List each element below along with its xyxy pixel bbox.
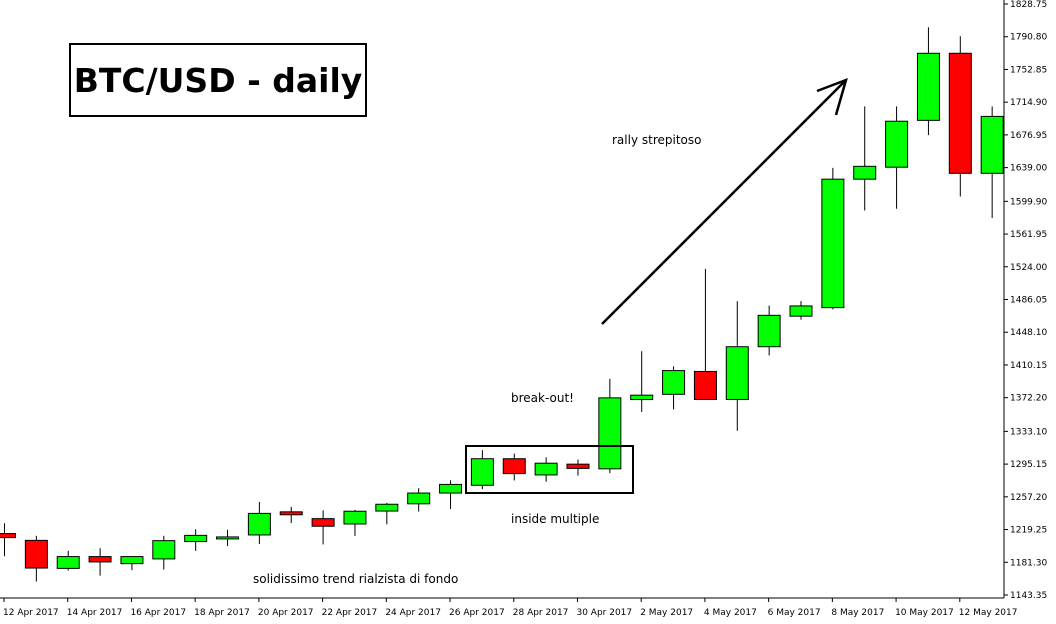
candle-body: [821, 178, 845, 309]
candle-body: [56, 556, 80, 569]
x-tick-label: 2 May 2017: [640, 608, 693, 618]
candle-body: [566, 463, 590, 469]
x-tick-label: 10 May 2017: [895, 608, 954, 618]
candle-body: [407, 492, 431, 505]
candle-body: [0, 533, 16, 539]
x-tick-label: 20 Apr 2017: [258, 608, 314, 618]
candle-body: [247, 512, 271, 536]
y-tick-label: 1599.90: [1010, 197, 1047, 207]
candle-body: [502, 458, 526, 475]
y-tick-label: 1752.85: [1010, 65, 1047, 75]
y-tick-label: 1257.20: [1010, 493, 1047, 503]
inside-multiple-box: [465, 445, 634, 494]
candle-body: [343, 510, 367, 525]
candle-body: [980, 115, 1004, 174]
x-tick-label: 12 May 2017: [959, 608, 1018, 618]
y-tick-label: 1143.35: [1010, 591, 1047, 601]
candle-body: [311, 518, 335, 527]
y-tick-label: 1639.00: [1010, 164, 1047, 174]
y-tick-label: 1219.25: [1010, 526, 1047, 536]
candle-body: [439, 483, 463, 494]
annotation-trend: solidissimo trend rialzista di fondo: [253, 572, 458, 586]
candle-body: [916, 52, 940, 121]
chart-title-box: BTC/USD - daily: [69, 43, 367, 117]
candle-body: [757, 314, 781, 348]
candle-body: [470, 458, 494, 486]
candle-body: [630, 394, 654, 401]
candle-body: [88, 556, 112, 563]
y-tick-label: 1410.15: [1010, 361, 1047, 371]
candle-body: [598, 397, 622, 470]
x-tick-label: 8 May 2017: [831, 608, 884, 618]
x-tick-label: 30 Apr 2017: [576, 608, 632, 618]
y-tick-label: 1828.75: [1010, 0, 1047, 10]
candle-body: [279, 511, 303, 516]
x-tick-label: 14 Apr 2017: [67, 608, 123, 618]
y-tick-label: 1790.80: [1010, 33, 1047, 43]
x-tick-label: 22 Apr 2017: [322, 608, 378, 618]
x-tick-label: 28 Apr 2017: [513, 608, 569, 618]
candle-body: [534, 462, 558, 476]
candle-body: [120, 556, 144, 565]
candle-body: [152, 540, 176, 560]
y-tick-label: 1561.95: [1010, 230, 1047, 240]
y-tick-label: 1676.95: [1010, 131, 1047, 141]
rally-arrow-head: [816, 77, 848, 116]
y-tick-label: 1448.10: [1010, 328, 1047, 338]
annotation-breakout: break-out!: [511, 391, 574, 405]
x-tick-label: 16 Apr 2017: [130, 608, 186, 618]
candle-body: [216, 536, 240, 540]
y-tick-label: 1714.90: [1010, 98, 1047, 108]
x-tick-label: 12 Apr 2017: [3, 608, 59, 618]
candle-body: [789, 305, 813, 317]
y-tick-label: 1333.10: [1010, 427, 1047, 437]
candle-body: [693, 370, 717, 400]
y-tick-label: 1295.15: [1010, 460, 1047, 470]
rally-arrow-line: [601, 79, 847, 325]
chart-title: BTC/USD - daily: [73, 60, 363, 100]
candle-body: [375, 503, 399, 512]
y-tick-label: 1524.00: [1010, 263, 1047, 273]
x-tick-label: 26 Apr 2017: [449, 608, 505, 618]
y-tick-label: 1372.20: [1010, 394, 1047, 404]
candle-body: [725, 346, 749, 400]
y-tick-label: 1486.05: [1010, 296, 1047, 306]
x-tick-label: 6 May 2017: [768, 608, 821, 618]
x-tick-label: 24 Apr 2017: [385, 608, 441, 618]
candle-body: [24, 539, 48, 569]
candle-body: [184, 534, 208, 543]
y-tick-label: 1181.30: [1010, 558, 1047, 568]
candle-body: [662, 370, 686, 395]
candle-body: [948, 52, 972, 174]
candle-body: [853, 165, 877, 180]
candle-body: [885, 120, 909, 168]
x-tick-label: 18 Apr 2017: [194, 608, 250, 618]
x-tick-label: 4 May 2017: [704, 608, 757, 618]
annotation-inside-multiple: inside multiple: [511, 512, 599, 526]
annotation-rally: rally strepitoso: [612, 133, 701, 147]
